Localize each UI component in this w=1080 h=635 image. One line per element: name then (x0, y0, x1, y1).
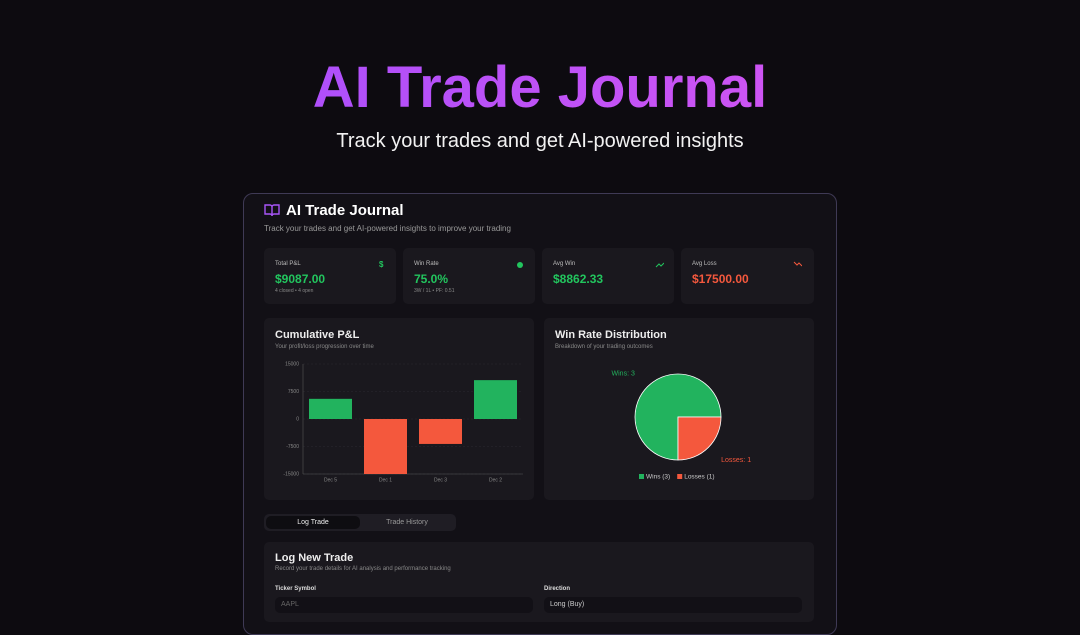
chart-title: Cumulative P&L (275, 329, 360, 341)
trend-down-icon (793, 261, 802, 267)
stat-note: 3W / 1L • PF: 0.51 (414, 288, 455, 294)
field-label: Direction (544, 586, 571, 592)
chart-title: Win Rate Distribution (555, 329, 667, 341)
stat-label: Win Rate (414, 261, 439, 267)
chart-subtitle: Your profit/loss progression over time (275, 344, 374, 350)
trend-up-icon (655, 262, 664, 268)
stat-card (403, 248, 535, 304)
hero-title: AI Trade Journal (0, 54, 1080, 121)
y-tick-label: -7500 (286, 444, 299, 450)
chart-subtitle: Breakdown of your trading outcomes (555, 344, 653, 350)
stat-value: $9087.00 (275, 272, 326, 286)
stat-note: 4 closed • 4 open (275, 288, 314, 294)
x-tick-label: Dec 1 (379, 477, 392, 483)
x-tick-label: Dec 2 (489, 477, 502, 483)
x-tick-label: Dec 3 (434, 477, 447, 483)
legend-label: Wins (3) (646, 474, 670, 481)
app-title: AI Trade Journal (286, 202, 404, 219)
book-icon (264, 204, 280, 217)
y-tick-label: -15000 (283, 471, 299, 477)
tab-active[interactable] (266, 516, 360, 529)
x-tick-label: Dec 5 (324, 477, 337, 483)
stat-label: Avg Loss (692, 261, 717, 267)
app-subtitle: Track your trades and get AI-powered ins… (264, 224, 511, 233)
pie-slice (677, 416, 722, 461)
bar (419, 419, 462, 444)
y-tick-label: 0 (296, 416, 299, 422)
page: AI Trade Journal Track your trades and g… (0, 54, 1080, 635)
stat-card (542, 248, 674, 304)
pie-slice (634, 373, 722, 461)
slice-label: Losses: 1 (721, 457, 751, 464)
y-tick-label: 15000 (285, 361, 299, 367)
stat-label: Avg Win (553, 261, 576, 267)
stat-label: Total P&L (275, 261, 301, 267)
bar (474, 380, 517, 419)
charts-layer: -15000 -7500 0 7500 15000 Dec 5 Dec 1 Dec 3 Dec … (283, 361, 751, 483)
tab-label[interactable]: Trade History (386, 519, 428, 526)
bar (309, 398, 352, 419)
select-value: Long (Buy) (550, 601, 585, 608)
slice-label: Wins: 3 (612, 371, 635, 378)
stat-value: $8862.33 (553, 272, 604, 286)
stat-value: 75.0% (414, 272, 449, 286)
form-subtitle: Record your trade details for AI analysi… (275, 566, 451, 572)
stat-card (681, 248, 814, 304)
stat-value: $17500.00 (692, 272, 749, 286)
target-icon (517, 262, 523, 268)
tab-label[interactable]: Log Trade (297, 519, 329, 526)
y-tick-label: 7500 (288, 389, 299, 395)
stat-icon: $ (379, 260, 384, 269)
stat-card (264, 248, 396, 304)
legend-swatch (639, 474, 644, 479)
legend-swatch (677, 474, 683, 479)
form-title: Log New Trade (275, 552, 354, 564)
input-placeholder: AAPL (281, 601, 299, 608)
bar (364, 419, 407, 474)
hero-subtitle: Track your trades and get AI-powered ins… (336, 130, 744, 152)
field-label: Ticker Symbol (275, 586, 316, 592)
legend-label: Losses (1) (684, 474, 714, 481)
